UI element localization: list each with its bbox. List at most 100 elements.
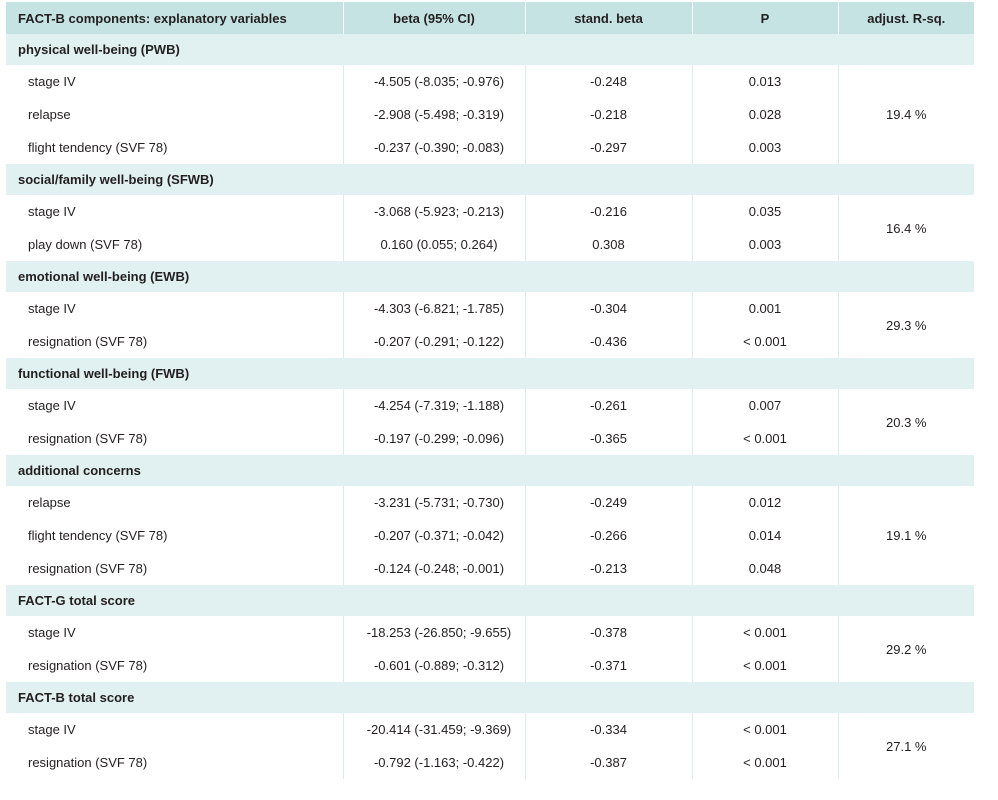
adjust-rsq-cell: 29.2 %: [838, 616, 974, 682]
table-row: stage IV -4.254 (-7.319; -1.188) -0.261 0.0…: [6, 389, 974, 455]
p-value-cell: 0.003: [692, 131, 839, 164]
table-row: stage IV -3.068 (-5.923; -0.213) -0.216 0.0…: [6, 195, 974, 261]
table-row: flight tendency (SVF 78) -0.207 (-0.371; …: [6, 519, 974, 552]
table-row: stage IV -4.303 (-6.821; -1.785) -0.304 0.0…: [6, 292, 974, 358]
header-p: P: [692, 2, 839, 34]
variable-cell: stage IV: [6, 713, 344, 746]
stand-beta-cell: 0.308: [525, 228, 693, 261]
table-row: play down (SVF 78) 0.160 (0.055; 0.264) 0.…: [6, 228, 974, 261]
beta-ci-cell: 0.160 (0.055; 0.264): [343, 228, 526, 261]
variable-cell: resignation (SVF 78): [6, 552, 344, 585]
beta-ci-cell: -3.231 (-5.731; -0.730): [343, 486, 526, 519]
beta-ci-cell: -0.207 (-0.291; -0.122): [343, 325, 526, 358]
stand-beta-cell: -0.266: [525, 519, 693, 552]
beta-ci-cell: -0.237 (-0.390; -0.083): [343, 131, 526, 164]
p-value-cell: 0.014: [692, 519, 839, 552]
p-value-cell: < 0.001: [692, 422, 839, 455]
adjust-rsq-cell: 19.1 %: [838, 486, 974, 585]
stand-beta-cell: -0.218: [525, 98, 693, 131]
stand-beta-cell: -0.213: [525, 552, 693, 585]
group-header-row: FACT-G total score: [6, 585, 974, 616]
beta-ci-cell: -0.124 (-0.248; -0.001): [343, 552, 526, 585]
p-value-cell: 0.048: [692, 552, 839, 585]
group-header-row: emotional well-being (EWB): [6, 261, 974, 292]
group-title: social/family well-being (SFWB): [6, 164, 974, 195]
p-value-cell: 0.013: [692, 65, 839, 98]
group-title: functional well-being (FWB): [6, 358, 974, 389]
stand-beta-cell: -0.216: [525, 195, 693, 228]
p-value-cell: 0.012: [692, 486, 839, 519]
p-value-cell: 0.028: [692, 98, 839, 131]
variable-cell: play down (SVF 78): [6, 228, 344, 261]
variable-cell: resignation (SVF 78): [6, 325, 344, 358]
group-title: emotional well-being (EWB): [6, 261, 974, 292]
variable-cell: resignation (SVF 78): [6, 422, 344, 455]
variable-cell: resignation (SVF 78): [6, 649, 344, 682]
table-row: stage IV -20.414 (-31.459; -9.369) -0.334 <…: [6, 713, 974, 779]
adjust-rsq-cell: 19.4 %: [838, 65, 974, 164]
p-value-cell: < 0.001: [692, 649, 839, 682]
variable-cell: stage IV: [6, 195, 344, 228]
beta-ci-cell: -0.792 (-1.163; -0.422): [343, 746, 526, 779]
regression-table-container: FACT-B components: explanatory variables…: [6, 2, 974, 779]
variable-cell: flight tendency (SVF 78): [6, 519, 344, 552]
variable-cell: stage IV: [6, 389, 344, 422]
p-value-cell: 0.035: [692, 195, 839, 228]
beta-ci-cell: -4.254 (-7.319; -1.188): [343, 389, 526, 422]
stand-beta-cell: -0.334: [525, 713, 693, 746]
table-row: resignation (SVF 78) -0.792 (-1.163; -0.4…: [6, 746, 974, 779]
variable-cell: flight tendency (SVF 78): [6, 131, 344, 164]
adjust-rsq-cell: 16.4 %: [838, 195, 974, 261]
beta-ci-cell: -2.908 (-5.498; -0.319): [343, 98, 526, 131]
beta-ci-cell: -4.303 (-6.821; -1.785): [343, 292, 526, 325]
adjust-rsq-cell: 29.3 %: [838, 292, 974, 358]
beta-ci-cell: -0.207 (-0.371; -0.042): [343, 519, 526, 552]
table-row: resignation (SVF 78) -0.197 (-0.299; -0.0…: [6, 422, 974, 455]
table-header-row: FACT-B components: explanatory variables…: [6, 2, 974, 34]
table-row: stage IV -4.505 (-8.035; -0.976) -0.248 0.0…: [6, 65, 974, 164]
variable-cell: stage IV: [6, 65, 344, 98]
group-title: physical well-being (PWB): [6, 34, 974, 65]
table-row: relapse -3.231 (-5.731; -0.730) -0.249 0.01…: [6, 486, 974, 585]
header-adjust-rsq: adjust. R-sq.: [838, 2, 974, 34]
variable-cell: relapse: [6, 98, 344, 131]
adjust-rsq-cell: 27.1 %: [838, 713, 974, 779]
group-header-row: physical well-being (PWB): [6, 34, 974, 65]
header-stand-beta: stand. beta: [525, 2, 693, 34]
group-header-row: social/family well-being (SFWB): [6, 164, 974, 195]
stand-beta-cell: -0.365: [525, 422, 693, 455]
beta-ci-cell: -0.601 (-0.889; -0.312): [343, 649, 526, 682]
p-value-cell: < 0.001: [692, 713, 839, 746]
stand-beta-cell: -0.297: [525, 131, 693, 164]
table-row: stage IV -18.253 (-26.850; -9.655) -0.378 <…: [6, 616, 974, 682]
stand-beta-cell: -0.249: [525, 486, 693, 519]
p-value-cell: < 0.001: [692, 746, 839, 779]
stand-beta-cell: -0.248: [525, 65, 693, 98]
regression-table: FACT-B components: explanatory variables…: [6, 2, 974, 779]
table-row: relapse -2.908 (-5.498; -0.319) -0.218 0.02…: [6, 98, 974, 131]
stand-beta-cell: -0.436: [525, 325, 693, 358]
variable-cell: stage IV: [6, 616, 344, 649]
variable-cell: relapse: [6, 486, 344, 519]
stand-beta-cell: -0.261: [525, 389, 693, 422]
beta-ci-cell: -0.197 (-0.299; -0.096): [343, 422, 526, 455]
p-value-cell: < 0.001: [692, 616, 839, 649]
beta-ci-cell: -3.068 (-5.923; -0.213): [343, 195, 526, 228]
group-header-row: FACT-B total score: [6, 682, 974, 713]
adjust-rsq-cell: 20.3 %: [838, 389, 974, 455]
table-row: flight tendency (SVF 78) -0.237 (-0.390; …: [6, 131, 974, 164]
stand-beta-cell: -0.304: [525, 292, 693, 325]
table-row: resignation (SVF 78) -0.601 (-0.889; -0.3…: [6, 649, 974, 682]
table-body: physical well-being (PWB) stage IV -4.505 …: [6, 34, 974, 779]
p-value-cell: 0.003: [692, 228, 839, 261]
p-value-cell: 0.007: [692, 389, 839, 422]
beta-ci-cell: -20.414 (-31.459; -9.369): [343, 713, 526, 746]
table-row: resignation (SVF 78) -0.207 (-0.291; -0.1…: [6, 325, 974, 358]
header-explanatory-variables: FACT-B components: explanatory variables: [6, 2, 344, 34]
stand-beta-cell: -0.371: [525, 649, 693, 682]
variable-cell: resignation (SVF 78): [6, 746, 344, 779]
variable-cell: stage IV: [6, 292, 344, 325]
header-beta-ci: beta (95% CI): [343, 2, 526, 34]
stand-beta-cell: -0.387: [525, 746, 693, 779]
group-title: additional concerns: [6, 455, 974, 486]
